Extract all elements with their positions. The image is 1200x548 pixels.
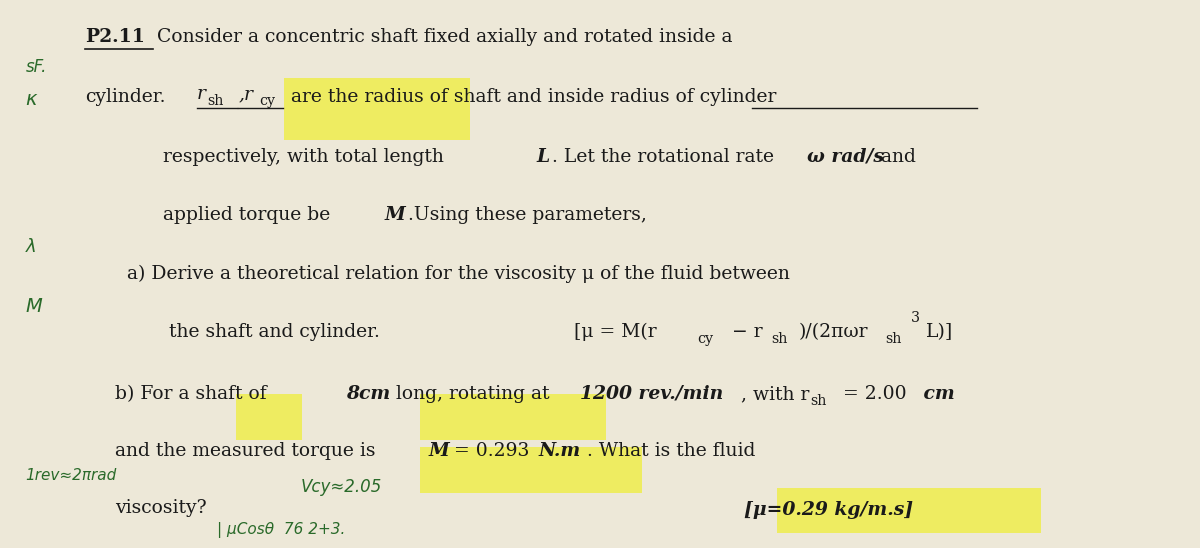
- Text: [μ=0.29 kg/m.s]: [μ=0.29 kg/m.s]: [744, 500, 913, 518]
- Text: sh: sh: [208, 94, 223, 108]
- Text: [μ = M(r: [μ = M(r: [574, 323, 656, 341]
- Bar: [420, 447, 642, 493]
- Text: a) Derive a theoretical relation for the viscosity μ of the fluid between: a) Derive a theoretical relation for the…: [127, 265, 790, 283]
- Text: viscosity?: viscosity?: [115, 499, 206, 517]
- Text: are the radius of shaft and inside radius of cylinder: are the radius of shaft and inside radiu…: [286, 88, 776, 106]
- Text: ω rad/s: ω rad/s: [808, 148, 884, 166]
- Text: 8cm: 8cm: [346, 385, 390, 403]
- Text: applied torque be: applied torque be: [163, 206, 336, 224]
- Text: | μCosθ  76 2+3.: | μCosθ 76 2+3.: [217, 522, 346, 538]
- Text: M: M: [25, 297, 42, 316]
- Text: ,r: ,r: [239, 85, 253, 103]
- Text: 3: 3: [911, 311, 920, 324]
- Text: b) For a shaft of: b) For a shaft of: [115, 385, 272, 403]
- Text: λ: λ: [25, 238, 36, 256]
- Text: = 0.293: = 0.293: [448, 442, 535, 460]
- Text: = 2.00: = 2.00: [838, 385, 907, 403]
- Text: sh: sh: [811, 394, 827, 408]
- Text: cy: cy: [697, 333, 713, 346]
- Text: M: M: [384, 206, 406, 224]
- Text: M: M: [428, 442, 450, 460]
- Text: 1200 rev./min: 1200 rev./min: [580, 385, 722, 403]
- Text: . Let the rotational rate: . Let the rotational rate: [552, 148, 780, 166]
- Text: L)]: L)]: [925, 323, 953, 341]
- Text: Consider a concentric shaft fixed axially and rotated inside a: Consider a concentric shaft fixed axiall…: [157, 28, 732, 46]
- Text: κ: κ: [25, 90, 37, 109]
- Text: respectively, with total length: respectively, with total length: [163, 148, 450, 166]
- Text: P2.11: P2.11: [85, 28, 145, 46]
- Text: .Using these parameters,: .Using these parameters,: [402, 206, 647, 224]
- Text: − r: − r: [726, 323, 762, 341]
- Text: the shaft and cylinder.: the shaft and cylinder.: [169, 323, 380, 341]
- Text: long, rotating at: long, rotating at: [390, 385, 556, 403]
- Bar: [420, 394, 606, 440]
- Text: and: and: [875, 148, 917, 166]
- Text: L: L: [536, 148, 550, 166]
- Bar: [236, 394, 302, 440]
- Text: 1rev≈2πrad: 1rev≈2πrad: [25, 468, 116, 483]
- Text: sh: sh: [772, 333, 787, 346]
- Text: and the measured torque is: and the measured torque is: [115, 442, 382, 460]
- Bar: [284, 78, 469, 140]
- Text: cy: cy: [259, 94, 275, 108]
- Text: cylinder.: cylinder.: [85, 88, 166, 106]
- Bar: [778, 488, 1040, 533]
- Text: sh: sh: [884, 333, 901, 346]
- Text: r: r: [197, 85, 205, 103]
- Text: )/(2πωr: )/(2πωr: [799, 323, 869, 341]
- Text: , with r: , with r: [742, 385, 810, 403]
- Text: . What is the fluid: . What is the fluid: [587, 442, 755, 460]
- Text: cm: cm: [917, 385, 955, 403]
- Text: Vcy≈2.05: Vcy≈2.05: [301, 478, 382, 495]
- Text: sF.: sF.: [25, 58, 47, 76]
- Text: N.m: N.m: [539, 442, 581, 460]
